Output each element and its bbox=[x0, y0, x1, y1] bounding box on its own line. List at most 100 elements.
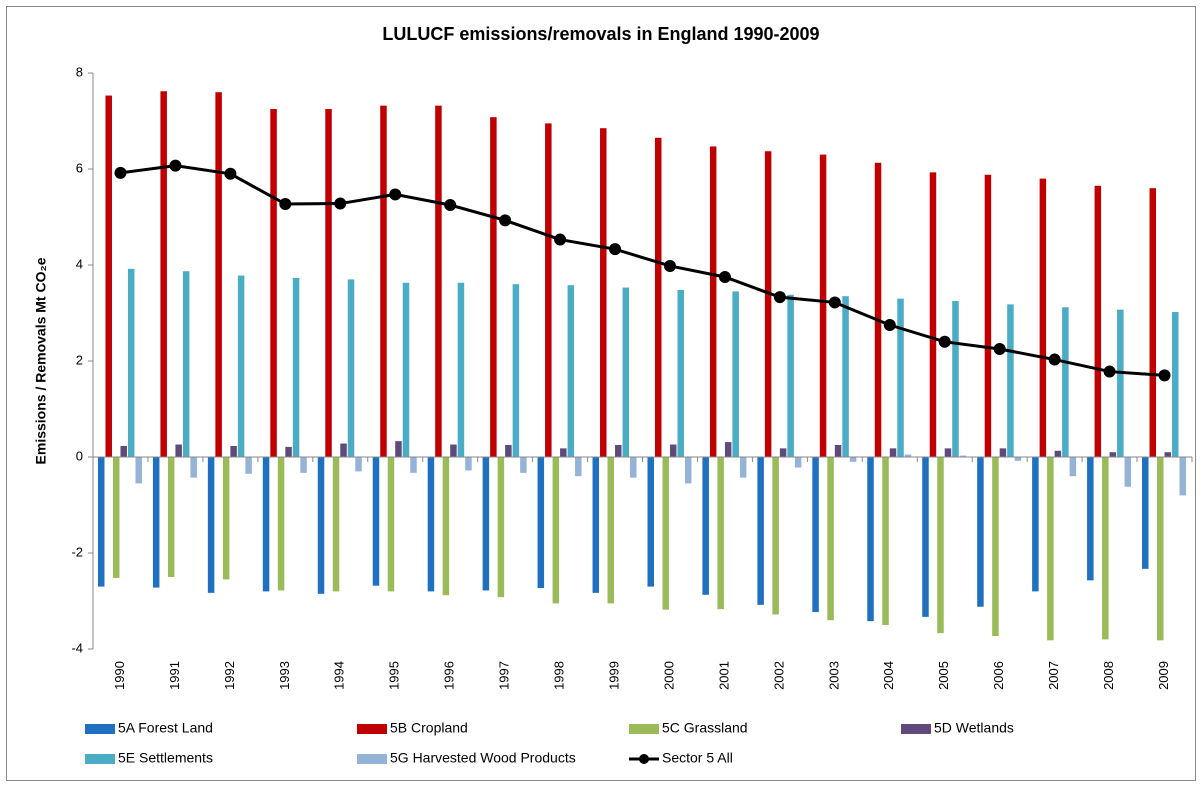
bar bbox=[622, 287, 630, 457]
bar bbox=[1117, 309, 1124, 457]
bar bbox=[984, 174, 992, 457]
bar bbox=[772, 457, 779, 615]
bar bbox=[497, 457, 505, 598]
y-tick-label: 2 bbox=[76, 352, 83, 367]
bar bbox=[292, 277, 300, 457]
bar bbox=[1124, 457, 1132, 487]
line-marker bbox=[609, 243, 622, 256]
bar bbox=[1087, 457, 1094, 581]
legend-label: 5B Cropland bbox=[390, 720, 468, 736]
line-marker bbox=[334, 197, 347, 210]
bar bbox=[874, 162, 882, 457]
line-marker bbox=[114, 166, 127, 179]
bar bbox=[340, 443, 347, 457]
bar bbox=[435, 105, 442, 457]
x-tick-label: 2003 bbox=[826, 661, 841, 690]
bar bbox=[482, 457, 490, 591]
bar bbox=[465, 457, 472, 471]
bar bbox=[355, 457, 362, 472]
bar bbox=[662, 457, 669, 610]
bar bbox=[380, 105, 387, 457]
line-marker bbox=[663, 259, 676, 272]
bar bbox=[889, 448, 897, 457]
line bbox=[120, 164, 1165, 377]
bar bbox=[944, 448, 952, 457]
bar bbox=[575, 457, 582, 477]
bar bbox=[1014, 457, 1022, 461]
line-marker bbox=[169, 159, 182, 172]
x-tick-label: 1993 bbox=[277, 661, 292, 690]
bar bbox=[842, 296, 849, 457]
line-marker bbox=[279, 198, 292, 211]
legend-label: 5E Settlements bbox=[118, 750, 213, 766]
line-marker bbox=[883, 319, 896, 331]
bar bbox=[709, 146, 717, 457]
x-tick-label: 1999 bbox=[606, 661, 621, 690]
bar bbox=[427, 457, 435, 592]
bar bbox=[410, 457, 417, 473]
x-tick-label: 1991 bbox=[167, 661, 182, 690]
bar bbox=[207, 457, 215, 593]
bar bbox=[779, 448, 787, 457]
bar bbox=[537, 457, 545, 589]
bar bbox=[717, 457, 724, 610]
bar bbox=[1047, 457, 1054, 641]
x-tick-label: 2008 bbox=[1101, 661, 1116, 690]
x-tick-label: 1994 bbox=[332, 661, 347, 690]
bar bbox=[182, 271, 190, 457]
bar bbox=[1179, 457, 1187, 496]
x-tick-label: 2006 bbox=[991, 661, 1006, 690]
bar bbox=[937, 457, 944, 634]
bar bbox=[105, 95, 112, 457]
bar bbox=[794, 457, 802, 468]
y-tick-label: 8 bbox=[76, 64, 83, 79]
bar bbox=[732, 291, 739, 457]
bar bbox=[1069, 457, 1077, 477]
bar bbox=[615, 445, 622, 457]
bar bbox=[1149, 188, 1157, 457]
bar bbox=[1172, 312, 1179, 457]
bar bbox=[834, 445, 842, 457]
bar bbox=[849, 457, 857, 462]
bar bbox=[1102, 457, 1109, 640]
bar bbox=[457, 282, 465, 457]
x-tick-label: 1997 bbox=[497, 661, 512, 690]
bar bbox=[262, 457, 270, 592]
bar bbox=[120, 445, 127, 457]
bar bbox=[739, 457, 747, 478]
line-marker bbox=[1158, 369, 1171, 382]
bar bbox=[332, 457, 340, 592]
bar bbox=[669, 444, 677, 457]
y-tick-label: 0 bbox=[76, 448, 83, 463]
legend-swatch bbox=[357, 754, 387, 764]
bar bbox=[552, 457, 560, 604]
bar bbox=[1032, 457, 1039, 592]
line-marker bbox=[1048, 353, 1061, 366]
bar bbox=[402, 282, 410, 457]
bar bbox=[347, 279, 355, 457]
x-tick-label: 2007 bbox=[1046, 661, 1061, 690]
bar bbox=[647, 457, 654, 587]
line-marker bbox=[554, 233, 567, 246]
bar bbox=[372, 457, 380, 586]
bar bbox=[952, 301, 959, 457]
bar bbox=[977, 457, 984, 607]
bar bbox=[1164, 452, 1172, 457]
bar bbox=[215, 92, 222, 457]
y-tick-label: -2 bbox=[71, 544, 83, 559]
legend-label: 5D Wetlands bbox=[934, 720, 1014, 736]
line-marker bbox=[938, 335, 951, 348]
bar bbox=[897, 298, 904, 457]
line-marker bbox=[444, 199, 457, 211]
bar bbox=[867, 457, 874, 622]
y-tick-label: 4 bbox=[76, 256, 83, 271]
line-marker bbox=[718, 271, 731, 283]
x-tick-label: 1990 bbox=[112, 661, 127, 690]
bar bbox=[450, 444, 457, 457]
bar bbox=[1062, 307, 1069, 457]
bar bbox=[827, 457, 834, 621]
bar bbox=[819, 154, 827, 457]
bar bbox=[512, 284, 520, 457]
bar bbox=[442, 457, 450, 596]
